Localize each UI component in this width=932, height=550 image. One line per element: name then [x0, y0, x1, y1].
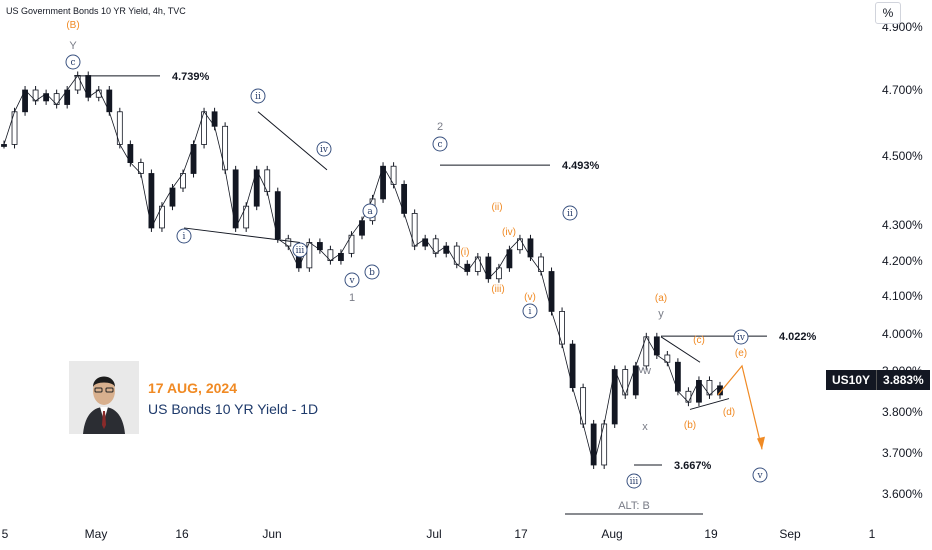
wave-label-circle [562, 205, 578, 221]
wave-label-circle [316, 141, 332, 157]
wave-label: (b) [684, 420, 696, 431]
x-tick-label: 5 [2, 527, 9, 541]
wave-label: iii [630, 477, 639, 487]
x-tick-label: 19 [704, 527, 718, 541]
wave-label-circle [752, 467, 768, 483]
x-tick-label: Jul [426, 527, 441, 541]
wave-label: (i) [461, 247, 470, 258]
triangle-lower [689, 398, 730, 410]
wave-label-circle [733, 329, 749, 345]
symbol-price-badge: US10Y 3.883% [826, 370, 930, 390]
wave-label-circle [522, 303, 538, 319]
card-date: 17 AUG, 2024 [148, 380, 237, 396]
wave-label: iii [296, 246, 305, 256]
wave-label: v [756, 471, 763, 481]
chart-header-title: US Government Bonds 10 YR Yield, 4h, TVC [6, 6, 186, 16]
wave-label: a [367, 207, 373, 217]
wave-label: c [437, 140, 442, 150]
person-photo-icon [69, 361, 139, 434]
wave-label-circle [292, 242, 308, 258]
card-title: US Bonds 10 YR Yield - 1D [148, 401, 319, 417]
x-tick-label: 16 [175, 527, 189, 541]
wave-label: (a) [655, 293, 667, 304]
triangle-upper [660, 336, 701, 363]
price-level-label: 4.022% [779, 331, 817, 343]
y-tick-label: 4.200% [882, 254, 923, 268]
wave-label: i [529, 307, 532, 317]
x-tick-label: May [85, 527, 108, 541]
wave-label-circle [626, 473, 642, 489]
wave-label-circle [250, 88, 266, 104]
price-candle-body [1, 144, 7, 147]
y-tick-label: 4.100% [882, 289, 923, 303]
wave-label: ii [255, 92, 261, 102]
y-tick-label: 3.600% [882, 487, 923, 501]
price-level-label: 4.739% [172, 71, 210, 83]
wave-label: 2 [437, 121, 443, 133]
wave-label-circle [432, 136, 448, 152]
wave-label-circle [364, 264, 380, 280]
wave-label: ALT: B [618, 500, 650, 512]
y-tick-label: 4.000% [882, 327, 923, 341]
wave-label: iv [737, 333, 746, 343]
percent-scale-button[interactable]: % [875, 2, 901, 24]
y-tick-label: 4.300% [882, 218, 923, 232]
wave-label: c [70, 58, 75, 68]
wave-label: (d) [723, 407, 735, 418]
wave-label: (iv) [502, 227, 516, 238]
wave-label-circle [176, 228, 192, 244]
wave-label: w [642, 365, 651, 377]
price-line [3, 74, 721, 466]
wave-label: (v) [524, 292, 536, 303]
price-level-label: 3.667% [674, 460, 712, 472]
y-tick-label: 4.700% [882, 83, 923, 97]
wave-label-circle [65, 54, 81, 70]
wave-label: iv [320, 145, 329, 155]
price-level-label: 4.493% [562, 160, 600, 172]
symbol-label: US10Y [826, 370, 877, 390]
wave-label-circle [362, 203, 378, 219]
x-tick-label: Sep [779, 527, 801, 541]
trendline-upper [257, 111, 328, 171]
projection-arrow [717, 364, 763, 450]
wave-label: (e) [735, 348, 747, 359]
wave-label: v [348, 276, 355, 286]
x-tick-label: 1 [869, 527, 876, 541]
wave-label: (c) [693, 335, 705, 346]
y-tick-label: 3.700% [882, 446, 923, 460]
wave-label: y [658, 308, 664, 320]
author-avatar [69, 361, 139, 434]
wave-label: (B) [66, 20, 79, 31]
wave-label: 1 [349, 292, 355, 304]
price-label: 3.883% [876, 370, 930, 390]
x-tick-label: 17 [514, 527, 528, 541]
y-tick-label: 4.500% [882, 149, 923, 163]
wave-label: (ii) [491, 202, 502, 213]
wave-label: b [369, 268, 375, 278]
wave-label: ii [567, 209, 573, 219]
wave-label: v [638, 364, 644, 376]
wave-label: (iii) [491, 284, 504, 295]
projection-arrowhead [757, 436, 765, 450]
wave-label: i [183, 232, 186, 242]
wave-label: Y [69, 40, 77, 52]
wave-label-circle [344, 272, 360, 288]
y-tick-label: 3.800% [882, 405, 923, 419]
x-tick-label: Aug [601, 527, 622, 541]
x-tick-label: Jun [262, 527, 281, 541]
wave-label: x [642, 421, 648, 433]
trendline-lower [183, 227, 301, 243]
